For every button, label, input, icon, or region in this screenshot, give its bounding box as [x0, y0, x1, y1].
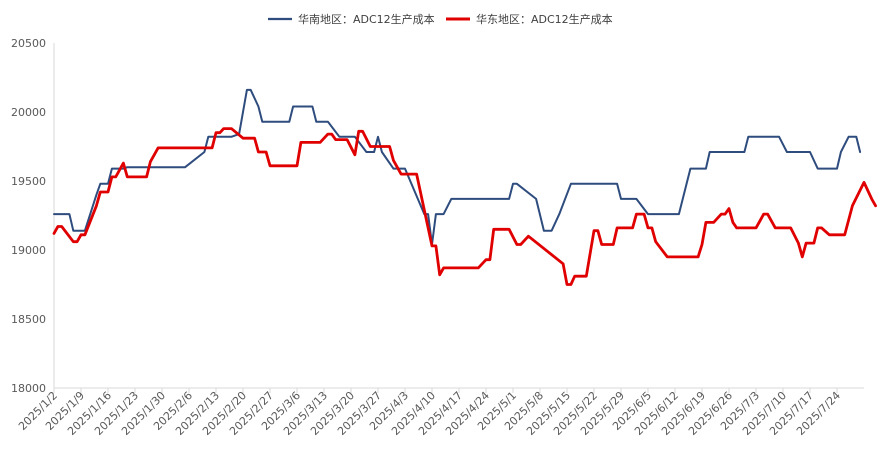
x-axis: 2025/1/22025/1/92025/1/162025/1/232025/1…	[16, 387, 864, 438]
y-tick-label: 20000	[11, 106, 46, 119]
y-tick-label: 19000	[11, 244, 46, 257]
y-axis: 18000 18500 19000 19500 20000 20500	[11, 37, 55, 395]
y-tick-label: 19500	[11, 175, 46, 188]
legend: 华南地区：ADC12生产成本 华东地区：ADC12生产成本	[268, 12, 613, 26]
legend-label-south: 华南地区：ADC12生产成本	[298, 12, 435, 26]
plot-area	[52, 88, 877, 286]
y-tick-label: 18500	[11, 313, 46, 326]
series-line-south-china	[53, 88, 862, 246]
legend-label-east: 华东地区：ADC12生产成本	[476, 12, 613, 26]
y-tick-label: 18000	[11, 382, 46, 395]
series-line-east-china	[52, 127, 877, 286]
y-tick-label: 20500	[11, 37, 46, 50]
